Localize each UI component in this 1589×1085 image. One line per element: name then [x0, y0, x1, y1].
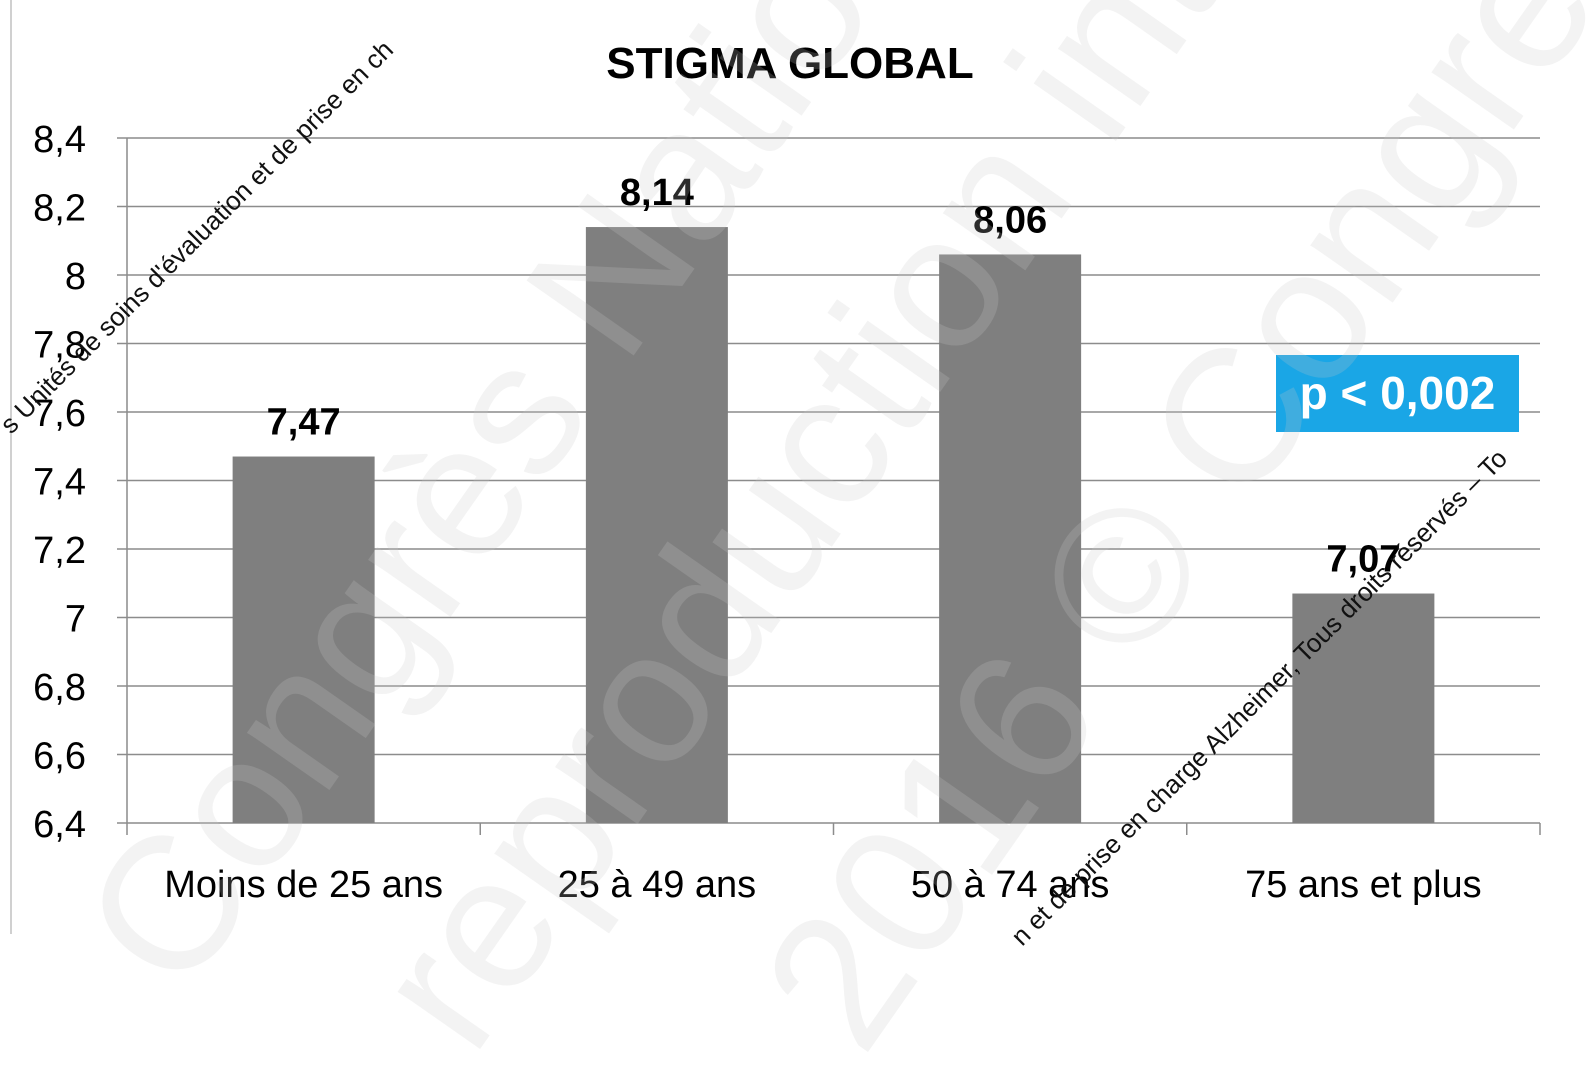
- y-tick-label: 6,8: [33, 667, 86, 709]
- p-value-badge: p < 0,002: [1276, 355, 1519, 432]
- bar-value-label: 8,06: [973, 199, 1047, 241]
- y-tick-label: 7,6: [33, 393, 86, 435]
- y-tick-label: 7,8: [33, 325, 86, 367]
- bar-2: [585, 227, 728, 824]
- bar-value-label: 7,07: [1326, 539, 1400, 581]
- bar-value-label: 7,47: [267, 402, 341, 444]
- bar-3: [939, 254, 1082, 823]
- chart-title: STIGMA GLOBAL: [606, 39, 973, 88]
- y-tick-label: 7,4: [33, 462, 86, 504]
- y-tick-label: 8,2: [33, 188, 86, 230]
- y-tick-label: 6,6: [33, 736, 86, 778]
- x-tick-label: 50 à 74 ans: [911, 864, 1110, 906]
- y-tick-label: 7,2: [33, 530, 86, 572]
- bar-value-label: 8,14: [620, 172, 694, 214]
- x-tick-label: Moins de 25 ans: [164, 864, 443, 906]
- y-tick-label: 8,4: [33, 119, 86, 161]
- x-tick-label: 25 à 49 ans: [558, 864, 757, 906]
- bar-4: [1292, 593, 1435, 823]
- bar-1: [232, 456, 375, 823]
- x-tick-label: 75 ans et plus: [1245, 864, 1482, 906]
- bar-chart: STIGMA GLOBAL 6,4 6,6 6,8 7 7,2 7,4 7,6 7,8 8 8,2 8…: [33, 39, 1541, 906]
- slide-frame: [10, 0, 1587, 934]
- y-tick-label: 6,4: [33, 804, 86, 846]
- y-tick-label: 8: [65, 256, 86, 298]
- y-tick-label: 7: [65, 599, 86, 641]
